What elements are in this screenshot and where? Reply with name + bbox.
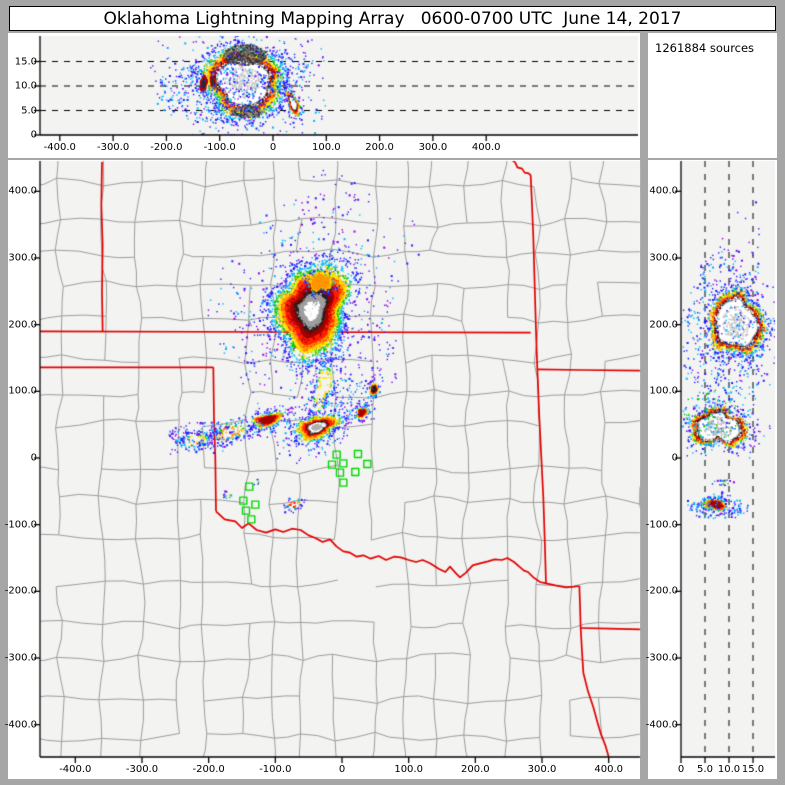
alt-vs-ns-panel[interactable] — [648, 160, 777, 779]
window-title: Oklahoma Lightning Mapping Array 0600-07… — [103, 8, 682, 29]
sources-panel: 1261884 sources — [648, 33, 777, 158]
title-bar: Oklahoma Lightning Mapping Array 0600-07… — [9, 6, 776, 31]
alt-vs-ew-panel[interactable] — [8, 33, 640, 158]
source-count-label: 1261884 sources — [655, 41, 755, 55]
plan-view-map-panel[interactable] — [8, 160, 640, 779]
